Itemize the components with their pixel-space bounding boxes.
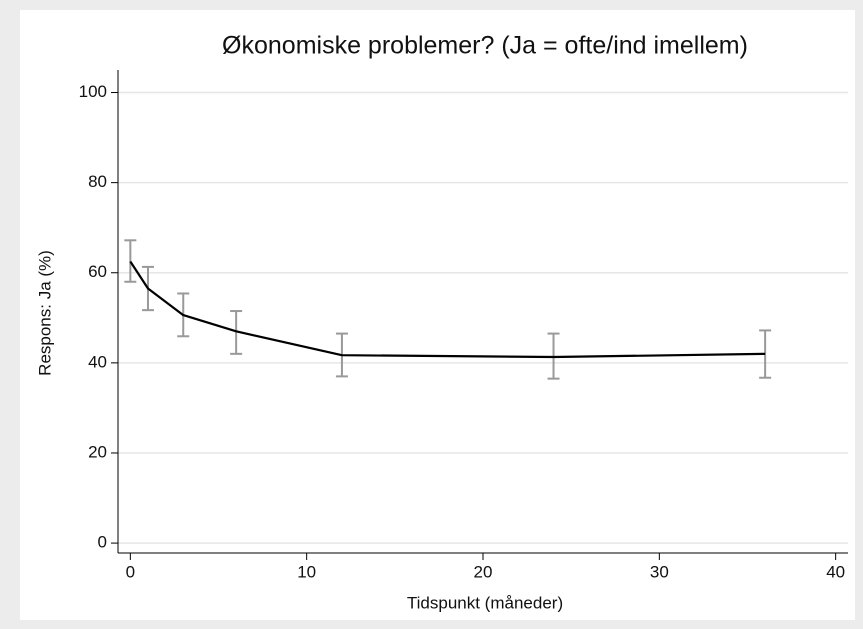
x-tick-label: 40 (826, 562, 845, 581)
graph-region (20, 10, 855, 620)
y-tick-label: 100 (79, 82, 107, 101)
chart-title: Økonomiske problemer? (Ja = ofte/ind ime… (222, 32, 748, 60)
y-axis-label: Respons: Ja (%) (35, 250, 54, 376)
x-tick-label: 10 (297, 562, 316, 581)
x-tick-label: 0 (126, 562, 135, 581)
y-tick-label: 40 (88, 352, 107, 371)
x-tick-label: 20 (474, 562, 493, 581)
x-axis-label: Tidspunkt (måneder) (407, 593, 563, 612)
y-tick-label: 20 (88, 442, 107, 461)
y-tick-label: 0 (98, 533, 107, 552)
y-tick-label: 60 (88, 262, 107, 281)
line (129, 260, 766, 359)
y-tick-label: 80 (88, 172, 107, 191)
x-tick-label: 30 (650, 562, 669, 581)
